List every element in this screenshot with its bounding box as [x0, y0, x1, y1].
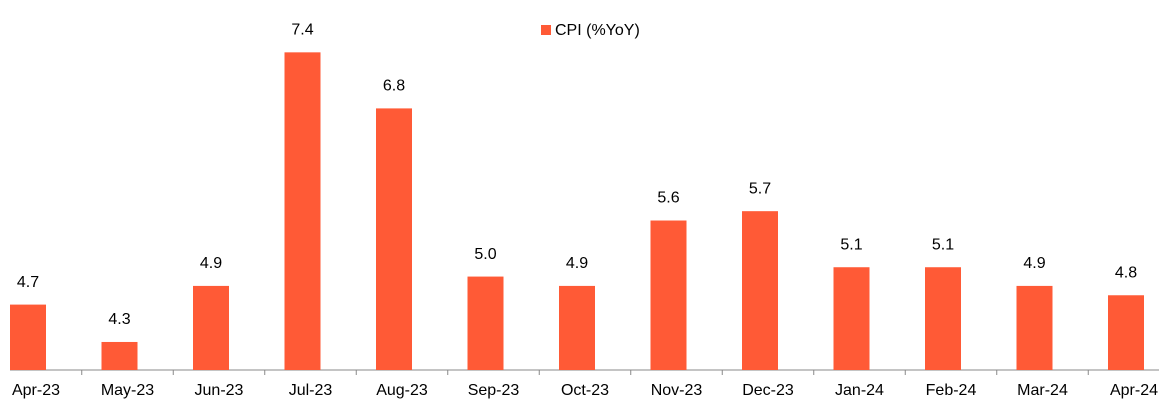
bar: [742, 211, 778, 370]
value-label: 5.0: [474, 246, 496, 263]
legend-label: CPI (%YoY): [555, 22, 640, 39]
x-tick-label: Jul-23: [289, 382, 333, 399]
x-tick-label: Nov-23: [651, 382, 703, 399]
value-label: 4.9: [200, 255, 222, 272]
bar: [284, 52, 321, 370]
value-label: 4.9: [1023, 255, 1045, 272]
x-tick-label: Jun-23: [195, 382, 244, 399]
value-label: 4.7: [17, 274, 39, 291]
bar: [650, 220, 687, 370]
x-tick-label: Aug-23: [376, 382, 428, 399]
x-tick-label: May-23: [101, 382, 154, 399]
x-tick-label: Feb-24: [926, 382, 977, 399]
bar: [925, 267, 961, 370]
value-label: 7.4: [291, 22, 313, 39]
bar: [1016, 285, 1053, 370]
x-tick-label: Oct-23: [561, 382, 609, 399]
bar: [1108, 295, 1144, 370]
bar: [10, 304, 46, 370]
x-tick-label: Apr-24: [1110, 382, 1158, 399]
x-tick-label: Apr-23: [12, 382, 60, 399]
bar: [559, 285, 595, 370]
value-label: 5.7: [749, 180, 771, 197]
value-label: 5.6: [657, 190, 679, 207]
value-label: 6.8: [383, 78, 405, 95]
x-tick-label: Mar-24: [1017, 382, 1068, 399]
value-label: 5.1: [932, 236, 954, 253]
legend-swatch: [541, 25, 551, 35]
bar: [467, 276, 504, 370]
value-label: 4.9: [566, 255, 588, 272]
bar: [833, 267, 870, 370]
value-label: 5.1: [840, 236, 862, 253]
x-tick-label: Sep-23: [468, 382, 520, 399]
bar: [376, 108, 412, 371]
bar: [101, 341, 138, 370]
value-label: 4.3: [108, 311, 130, 328]
x-tick-label: Dec-23: [742, 382, 794, 399]
bar: [193, 285, 229, 370]
value-label: 4.8: [1115, 264, 1137, 281]
x-tick-label: Jan-24: [835, 382, 884, 399]
